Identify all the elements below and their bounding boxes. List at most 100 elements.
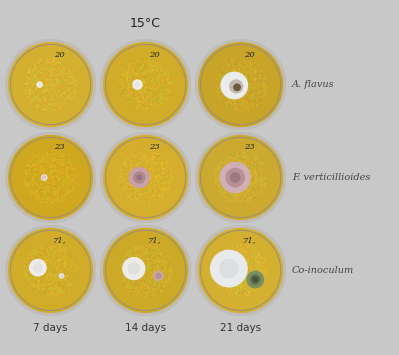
Point <box>38 252 45 258</box>
Point <box>220 163 226 169</box>
Point <box>146 200 152 206</box>
Point <box>123 280 130 286</box>
Point <box>63 162 70 168</box>
Point <box>63 276 69 282</box>
Point <box>22 175 28 181</box>
Point <box>162 87 168 93</box>
Point <box>221 64 228 70</box>
Point <box>30 179 36 185</box>
Point <box>31 257 38 263</box>
Point <box>240 81 247 87</box>
Point <box>124 252 131 258</box>
Point <box>229 283 235 289</box>
Point <box>41 90 47 96</box>
Point <box>60 71 67 77</box>
Point <box>132 178 139 184</box>
Point <box>162 278 169 283</box>
Point <box>225 61 231 66</box>
Point <box>54 86 60 92</box>
Point <box>71 175 77 180</box>
Point <box>36 250 42 256</box>
Point <box>219 80 225 86</box>
Point <box>247 186 254 191</box>
Point <box>45 256 51 262</box>
Point <box>36 65 43 71</box>
Point <box>136 108 142 113</box>
Point <box>35 262 41 267</box>
Point <box>242 258 249 264</box>
Point <box>249 249 255 255</box>
Point <box>121 280 127 286</box>
Point <box>226 247 232 253</box>
Point <box>136 282 142 288</box>
Point <box>253 273 260 278</box>
Point <box>244 284 250 289</box>
Point <box>216 169 223 175</box>
Point <box>260 263 266 269</box>
Point <box>224 97 231 103</box>
Point <box>232 165 239 171</box>
Point <box>36 182 42 187</box>
Point <box>67 189 74 195</box>
Point <box>120 278 126 284</box>
Point <box>133 277 139 283</box>
Point <box>56 103 62 109</box>
Point <box>239 158 246 164</box>
Point <box>228 244 235 249</box>
Point <box>38 170 45 176</box>
Point <box>140 148 146 154</box>
Point <box>224 167 230 173</box>
Point <box>133 251 139 257</box>
Point <box>154 152 160 158</box>
Point <box>56 172 63 178</box>
Point <box>250 186 257 192</box>
Point <box>154 279 160 285</box>
Point <box>130 59 136 65</box>
Point <box>230 184 236 190</box>
Point <box>219 166 225 171</box>
Point <box>59 172 66 178</box>
Point <box>63 71 70 76</box>
Point <box>132 257 138 263</box>
Point <box>260 73 266 78</box>
Point <box>225 165 231 171</box>
Point <box>121 180 128 186</box>
Point <box>29 271 36 276</box>
Point <box>158 61 165 67</box>
Point <box>31 265 37 271</box>
Point <box>262 270 269 275</box>
Point <box>27 93 33 99</box>
Point <box>47 266 53 272</box>
Point <box>138 60 144 66</box>
Point <box>232 62 238 67</box>
Point <box>57 264 64 270</box>
Point <box>253 64 259 70</box>
Point <box>40 61 46 67</box>
Point <box>55 262 61 268</box>
Point <box>135 88 141 93</box>
Point <box>146 291 152 296</box>
Point <box>124 172 131 178</box>
Point <box>154 275 161 280</box>
Point <box>152 273 158 279</box>
Point <box>63 67 70 72</box>
Point <box>130 261 137 266</box>
Point <box>229 177 236 182</box>
Point <box>57 102 63 108</box>
Point <box>34 256 41 262</box>
Point <box>21 81 28 86</box>
Point <box>216 178 223 183</box>
Point <box>120 186 126 192</box>
Point <box>236 195 243 201</box>
Point <box>134 185 140 191</box>
Point <box>255 92 262 98</box>
Point <box>59 274 65 280</box>
Point <box>136 247 142 252</box>
Point <box>230 175 236 181</box>
Point <box>47 198 53 203</box>
Point <box>237 63 243 69</box>
Point <box>52 263 58 269</box>
Point <box>43 175 50 181</box>
Point <box>40 177 46 182</box>
Point <box>259 271 266 277</box>
